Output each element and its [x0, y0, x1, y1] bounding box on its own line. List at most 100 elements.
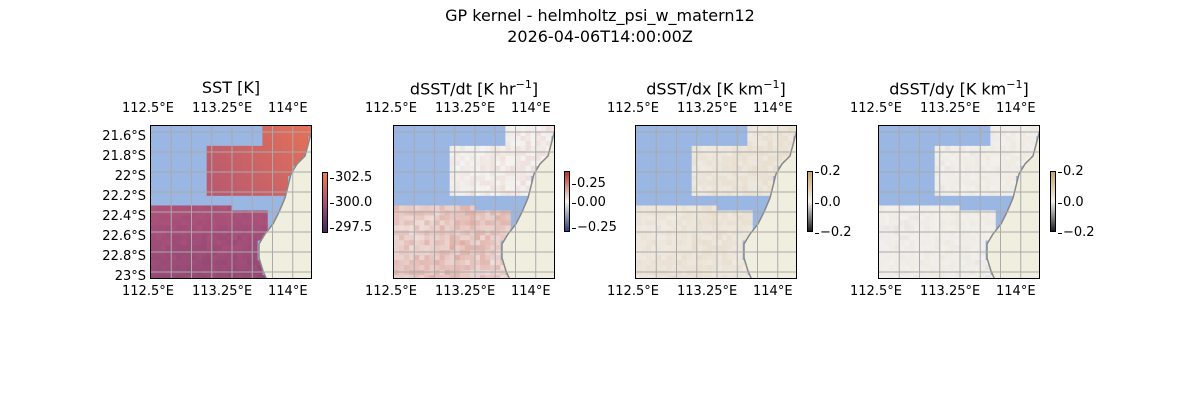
- data-cell: [449, 150, 456, 157]
- data-cell: [1000, 165, 1006, 172]
- data-cell: [727, 250, 733, 256]
- data-cell: [247, 185, 253, 191]
- data-cell: [247, 175, 253, 181]
- data-cell: [899, 260, 905, 266]
- data-cell: [747, 150, 753, 157]
- data-cell: [929, 275, 935, 278]
- colorbar: [807, 171, 813, 232]
- data-cell: [960, 185, 966, 191]
- data-cell: [904, 230, 910, 236]
- data-cell: [777, 150, 784, 157]
- data-cell: [1010, 150, 1016, 157]
- data-cell: [186, 205, 192, 211]
- data-cell: [722, 230, 728, 236]
- data-cell: [454, 255, 461, 261]
- data-cell: [747, 155, 753, 162]
- data-cell: [636, 265, 642, 271]
- data-cell: [151, 230, 157, 236]
- panel-title-text: dSST/dx [K km: [646, 79, 764, 99]
- data-cell: [525, 185, 531, 191]
- data-cell: [186, 270, 192, 276]
- data-cell: [439, 245, 445, 251]
- data-cell: [975, 175, 981, 181]
- data-cell: [404, 250, 410, 256]
- data-cell: [656, 270, 662, 276]
- data-cell: [965, 270, 971, 276]
- data-cell: [206, 190, 213, 196]
- data-cell: [196, 220, 202, 226]
- data-cell: [686, 210, 692, 216]
- panel-title: SST [K]: [150, 78, 312, 97]
- data-cell: [444, 225, 450, 231]
- data-cell: [540, 126, 547, 132]
- data-cell: [495, 180, 501, 186]
- data-cell: [520, 145, 526, 152]
- data-cell: [232, 245, 238, 251]
- data-cell: [262, 126, 268, 132]
- data-cell: [434, 260, 440, 266]
- data-cell: [500, 185, 506, 191]
- data-cell: [211, 265, 218, 271]
- data-cell: [469, 185, 476, 191]
- data-cell: [737, 220, 743, 226]
- data-cell: [171, 230, 177, 236]
- data-cell: [742, 145, 748, 152]
- data-cell: [232, 260, 238, 266]
- data-cell: [394, 245, 400, 251]
- data-cell: [1030, 130, 1037, 137]
- data-cell: [459, 225, 466, 231]
- data-cell: [939, 180, 946, 186]
- data-cell: [1000, 150, 1006, 157]
- map-axes: [635, 125, 797, 279]
- data-cell: [226, 205, 233, 211]
- data-cell: [257, 145, 263, 152]
- data-cell: [201, 265, 207, 271]
- data-cell: [206, 265, 213, 271]
- data-cell: [641, 265, 647, 271]
- data-cell: [990, 210, 996, 216]
- data-cell: [894, 265, 900, 271]
- data-cell: [399, 235, 405, 241]
- data-cell: [954, 250, 961, 256]
- data-cell: [247, 260, 253, 266]
- data-cell: [656, 275, 662, 278]
- data-cell: [211, 230, 218, 236]
- data-cell: [939, 160, 946, 167]
- data-cell: [404, 275, 410, 278]
- data-cell: [242, 180, 248, 186]
- data-cell: [1010, 140, 1016, 147]
- data-cell: [267, 150, 273, 157]
- data-cell: [757, 190, 763, 196]
- data-cell: [505, 220, 511, 226]
- data-cell: [661, 225, 667, 231]
- data-cell: [495, 170, 501, 176]
- data-cell: [171, 210, 177, 216]
- data-cell: [711, 205, 718, 211]
- data-cell: [449, 190, 456, 196]
- data-cell: [156, 225, 162, 231]
- data-cell: [970, 190, 976, 196]
- data-cell: [646, 250, 652, 256]
- data-cell: [772, 130, 779, 137]
- data-cell: [894, 270, 900, 276]
- data-cell: [495, 245, 501, 251]
- data-cell: [216, 220, 223, 226]
- data-cell: [454, 275, 461, 278]
- data-cell: [485, 255, 491, 261]
- data-cell: [651, 240, 657, 246]
- y-tick-label: 22.4°S: [102, 209, 146, 224]
- data-cell: [287, 155, 294, 162]
- data-cell: [505, 210, 511, 216]
- x-tick-label-top: 112.5°E: [607, 101, 659, 116]
- data-cell: [414, 210, 420, 216]
- data-cell: [737, 185, 743, 191]
- data-cell: [221, 275, 228, 278]
- data-cell: [490, 270, 496, 276]
- data-cell: [711, 270, 718, 276]
- data-cell: [1000, 155, 1006, 162]
- data-cell: [929, 245, 935, 251]
- data-cell: [221, 260, 228, 266]
- data-cell: [287, 170, 294, 176]
- data-cell: [960, 275, 966, 278]
- data-cell: [464, 265, 471, 271]
